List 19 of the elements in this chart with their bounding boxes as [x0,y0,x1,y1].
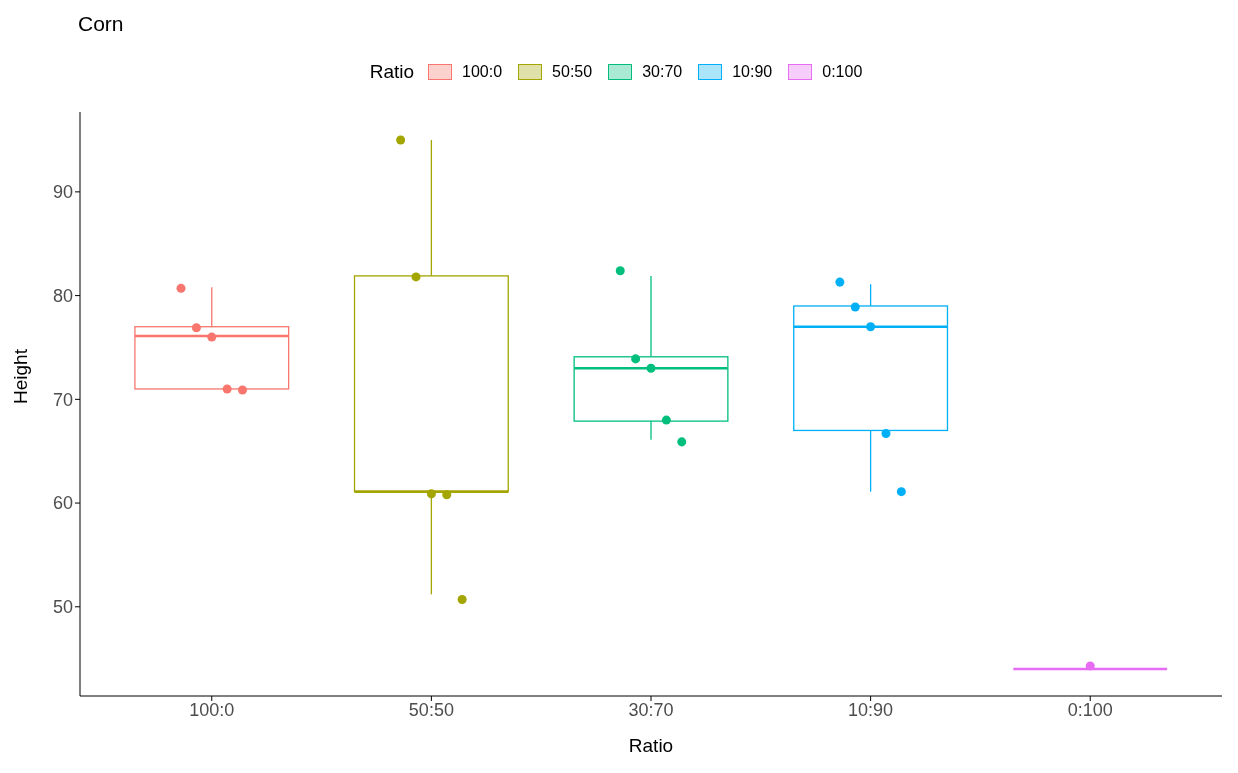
x-tick-label: 0:100 [1067,699,1113,720]
x-tick-label: 100:0 [189,699,235,720]
legend-label: 50:50 [552,63,593,81]
legend-title: Ratio [369,61,415,83]
y-tick-label: 80 [52,285,73,306]
x-tick-label: 30:70 [628,699,674,720]
legend-label: 0:100 [822,63,863,81]
y-tick-label: 50 [52,597,73,618]
legend-label: 30:70 [642,63,683,81]
x-tick-label: 50:50 [408,699,454,720]
legend-label: 10:90 [732,63,773,81]
chart-title: Corn [77,11,125,37]
x-axis-title: Ratio [628,735,674,756]
y-tick-label: 70 [52,389,73,410]
y-tick-label: 90 [52,182,73,203]
y-axis-title: Height [9,348,31,404]
y-tick-label: 60 [52,493,73,514]
legend-label: 100:0 [462,63,503,81]
x-tick-label: 10:90 [848,699,894,720]
